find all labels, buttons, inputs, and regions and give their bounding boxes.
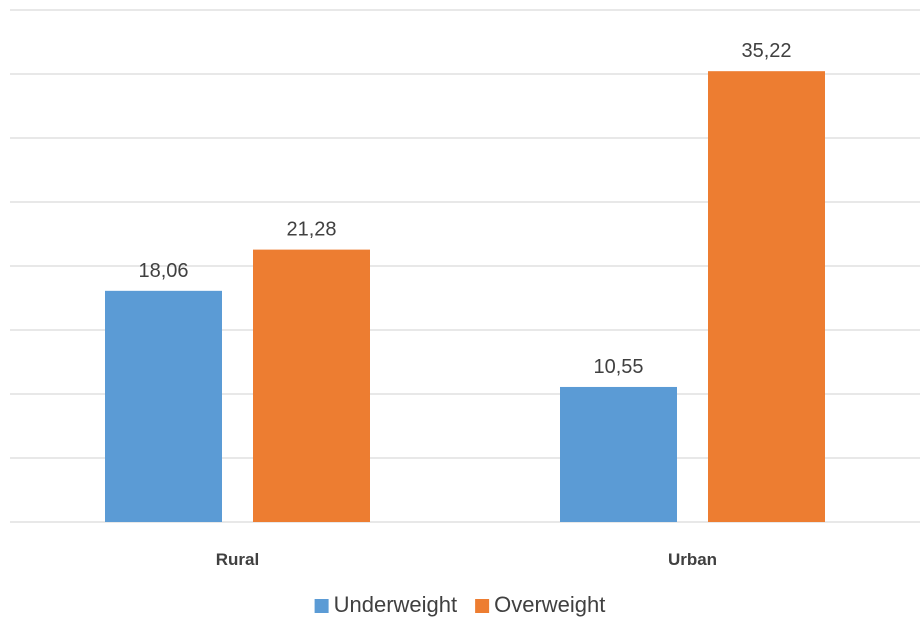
legend-swatch-overweight	[475, 599, 490, 613]
data-label-overweight-urban: 35,22	[741, 40, 791, 62]
bar-overweight-urban	[708, 71, 825, 523]
legend-label-overweight: Overweight	[494, 592, 605, 617]
data-label-overweight-rural: 21,28	[286, 219, 336, 241]
legend: Underweight Overweight	[314, 592, 605, 617]
category-label-urban: Urban	[668, 550, 717, 569]
data-label-underweight-rural: 18,06	[138, 260, 188, 282]
bar-underweight-rural	[105, 290, 222, 522]
bar-overweight-rural	[253, 249, 370, 522]
category-label-rural: Rural	[216, 550, 259, 569]
category-labels: Rural Urban	[216, 550, 717, 569]
legend-label-underweight: Underweight	[334, 592, 458, 617]
bar-underweight-urban	[560, 386, 677, 522]
bars	[105, 71, 825, 523]
data-label-underweight-urban: 10,55	[593, 356, 643, 378]
data-labels: 18,06 21,28 10,55 35,22	[138, 40, 791, 378]
legend-swatch-underweight	[314, 599, 329, 613]
